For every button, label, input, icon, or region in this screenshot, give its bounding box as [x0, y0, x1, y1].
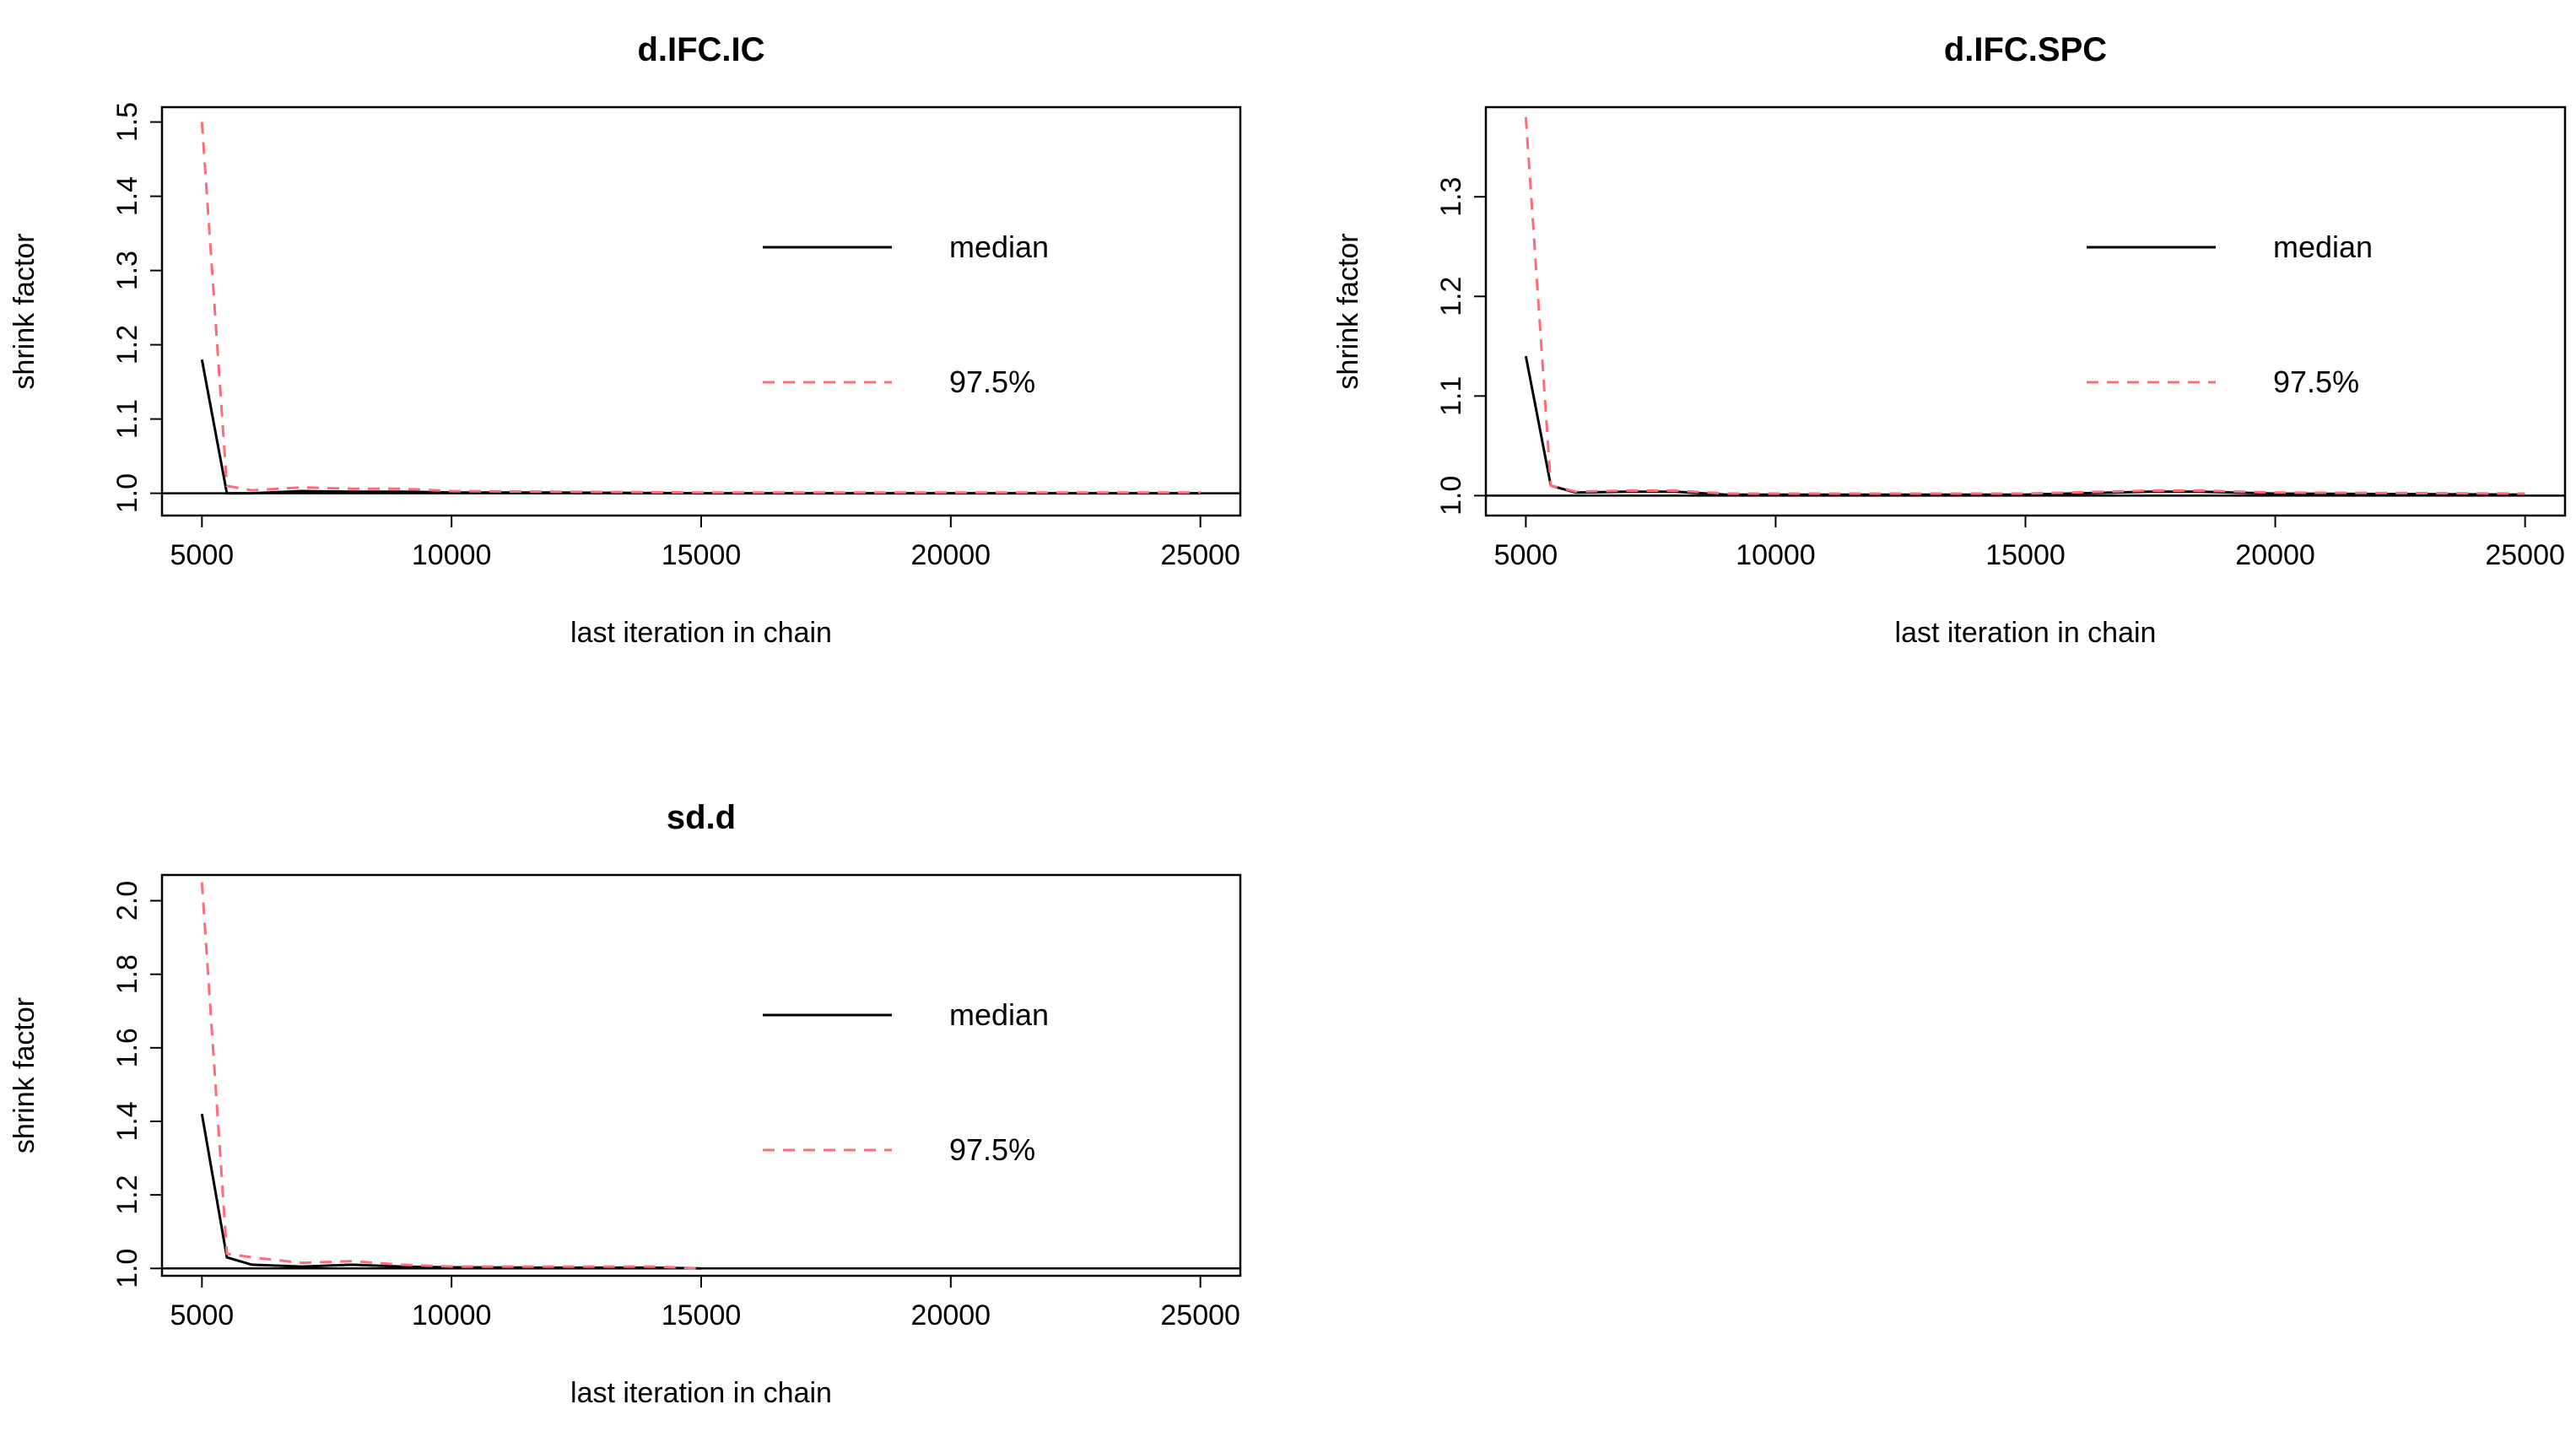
y-axis-label: shrink factor [8, 233, 41, 389]
legend-label-median: median [2273, 230, 2373, 264]
y-tick-label: 1.1 [111, 399, 143, 439]
plot-box [160, 873, 1242, 1277]
legend-label-median: median [949, 230, 1049, 264]
x-axis-label: last iteration in chain [570, 1377, 832, 1409]
y-tick-label: 1.1 [1435, 376, 1467, 416]
series-line-median [200, 1114, 702, 1270]
x-tick-label: 5000 [170, 539, 235, 571]
y-tick-label: 1.4 [111, 176, 143, 216]
series-line-upper [1524, 116, 2525, 495]
series-line-upper [200, 122, 1201, 494]
x-tick-label: 20000 [911, 1299, 991, 1331]
x-tick-label: 10000 [412, 1299, 492, 1331]
y-tick-label: 1.2 [111, 1175, 143, 1214]
y-tick-label: 1.6 [111, 1028, 143, 1067]
y-tick-label: 1.0 [1435, 476, 1467, 516]
x-tick-label: 15000 [662, 539, 742, 571]
series-line-upper [200, 882, 702, 1270]
x-axis-label: last iteration in chain [1895, 617, 2157, 649]
y-axis-label: shrink factor [8, 997, 41, 1153]
chart-panel-3: sd.d 5000 10000 15000 20000 25000 1.0 1.2 1.4 1.6… [8, 799, 1242, 1409]
chart-title: d.IFC.IC [637, 31, 764, 68]
series-line-median [1524, 355, 2525, 496]
chart-title: sd.d [667, 799, 736, 836]
legend-label-upper: 97.5% [2273, 365, 2359, 399]
x-tick-label: 15000 [662, 1299, 742, 1331]
legend-label-upper: 97.5% [949, 365, 1035, 399]
series-line-median [200, 359, 1201, 495]
x-tick-label: 25000 [1160, 1299, 1240, 1331]
plot-box [160, 105, 1242, 517]
y-tick-label: 1.3 [111, 251, 143, 290]
x-tick-label: 5000 [1494, 539, 1558, 571]
x-tick-label: 5000 [170, 1299, 235, 1331]
y-tick-label: 1.4 [111, 1101, 143, 1141]
y-tick-label: 1.3 [1435, 177, 1467, 217]
x-tick-label: 20000 [2235, 539, 2315, 571]
y-tick-label: 1.2 [111, 325, 143, 365]
chart-panel-2: d.IFC.SPC 5000 10000 15000 20000 25000 1.0 1.1 1… [1332, 31, 2567, 649]
x-axis-label: last iteration in chain [570, 617, 832, 649]
x-tick-label: 20000 [911, 539, 991, 571]
plot-box [1484, 105, 2567, 517]
x-tick-label: 10000 [412, 539, 492, 571]
x-tick-label: 25000 [1160, 539, 1240, 571]
chart-panel-1: d.IFC.IC 5000 10000 15000 20000 25000 1.0 1.1 1.… [8, 31, 1242, 649]
y-tick-label: 1.2 [1435, 277, 1467, 316]
x-tick-label: 15000 [1985, 539, 2066, 571]
legend-label-upper: 97.5% [949, 1132, 1035, 1167]
y-tick-label: 1.8 [111, 954, 143, 994]
x-tick-label: 10000 [1736, 539, 1816, 571]
chart-title: d.IFC.SPC [1944, 31, 2107, 68]
x-tick-label: 25000 [2485, 539, 2565, 571]
y-tick-label: 2.0 [111, 881, 143, 921]
y-tick-label: 1.5 [111, 102, 143, 142]
y-axis-label: shrink factor [1332, 233, 1364, 389]
y-tick-label: 1.0 [111, 1249, 143, 1288]
y-tick-label: 1.0 [111, 473, 143, 513]
legend-label-median: median [949, 997, 1049, 1032]
